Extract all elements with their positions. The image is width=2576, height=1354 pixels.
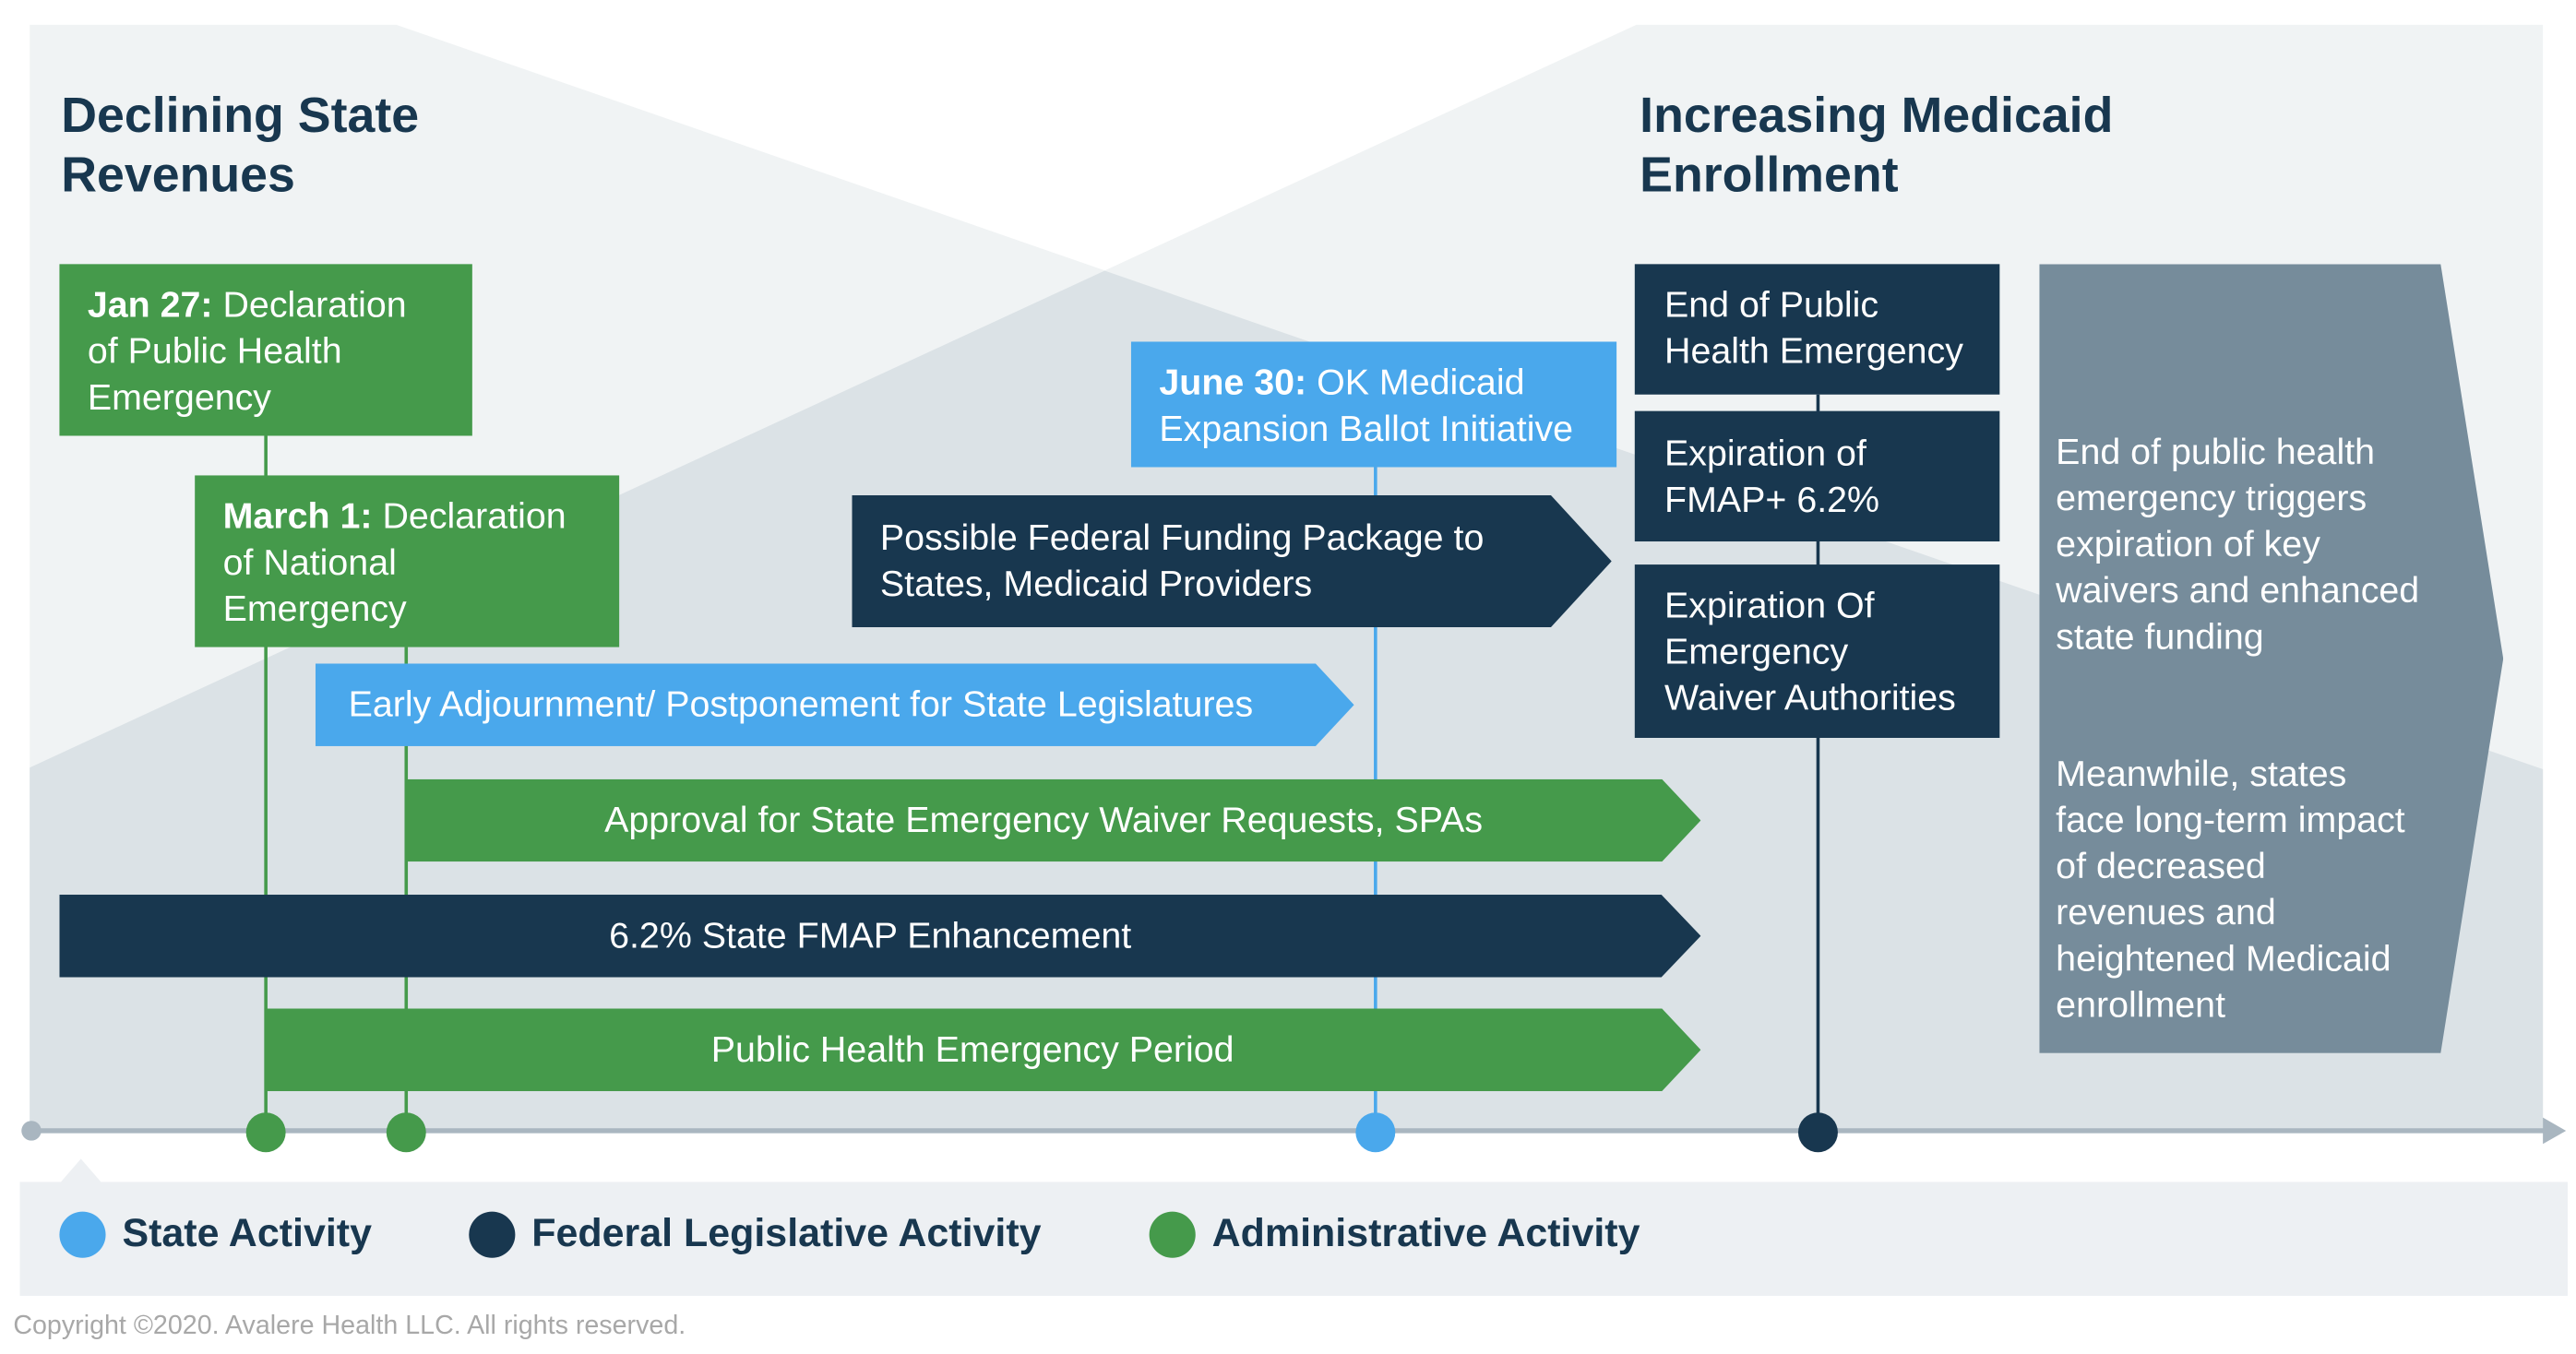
legend-pointer [59,1158,102,1184]
timeline-dot-march1 [386,1112,426,1153]
header-increasing-enrollment: Increasing Medicaid Enrollment [1640,89,2114,204]
event-text: Declaration of Public Health Emergency [87,283,407,418]
bar-federal-funding-package: Possible Federal Funding Package to Stat… [852,494,1612,628]
event-date: June 30: [1159,361,1307,403]
jan27-connector [264,435,268,1133]
legend: State Activity Federal Legislative Activ… [19,1182,2568,1296]
axis-start-dot [21,1121,42,1141]
bar-early-adjournment: Early Adjournment/ Postponement for Stat… [315,663,1354,746]
event-text: OK Medicaid Expansion Ballot Initiative [1159,361,1574,449]
bar-fmap-enhancement: 6.2% State FMAP Enhancement [59,895,1701,978]
event-date: Jan 27: [87,283,213,326]
timeline-dot-jan27 [245,1112,286,1153]
legend-label: Administrative Activity [1211,1211,1640,1256]
event-march1: March 1: Declaration of National Emergen… [195,475,620,647]
bar-phe-period: Public Health Emergency Period [264,1008,1701,1091]
end-stack-item: Expiration Of Emergency Waiver Authoriti… [1634,564,2000,738]
legend-item-state: State Activity [59,1211,372,1258]
end-phe-connector [1816,394,1820,1133]
callout-paragraph-2: Meanwhile, states face long-term impact … [2056,753,2405,1026]
summary-callout: End of public health emergency triggers … [2039,264,2504,1053]
copyright-notice: Copyright ©2020. Avalere Health LLC. All… [13,1312,686,1341]
axis-arrowhead-icon [2543,1117,2567,1145]
march1-connector [404,647,409,1133]
event-jan27: Jan 27: Declaration of Public Health Eme… [59,264,472,436]
legend-dot-icon [1149,1211,1196,1258]
legend-dot-icon [59,1211,106,1258]
legend-dot-icon [469,1211,516,1258]
event-text: Declaration of National Emergency [222,494,566,629]
callout-paragraph-1: End of public health emergency triggers … [2056,431,2420,658]
timeline-dot-june30 [1355,1112,1396,1153]
legend-label: Federal Legislative Activity [531,1211,1042,1256]
legend-label: State Activity [122,1211,372,1256]
end-stack-item: End of Public Health Emergency [1634,264,2000,395]
timeline-dot-end-phe [1797,1112,1838,1153]
event-june30: June 30: OK Medicaid Expansion Ballot In… [1130,341,1617,468]
end-stack-item: Expiration of FMAP+ 6.2% [1634,410,2000,542]
legend-item-administrative: Administrative Activity [1149,1211,1640,1258]
header-declining-revenues: Declining State Revenues [61,89,420,204]
bar-waiver-approval: Approval for State Emergency Waiver Requ… [406,778,1701,862]
legend-item-federal: Federal Legislative Activity [469,1211,1042,1258]
event-date: March 1: [222,494,373,537]
